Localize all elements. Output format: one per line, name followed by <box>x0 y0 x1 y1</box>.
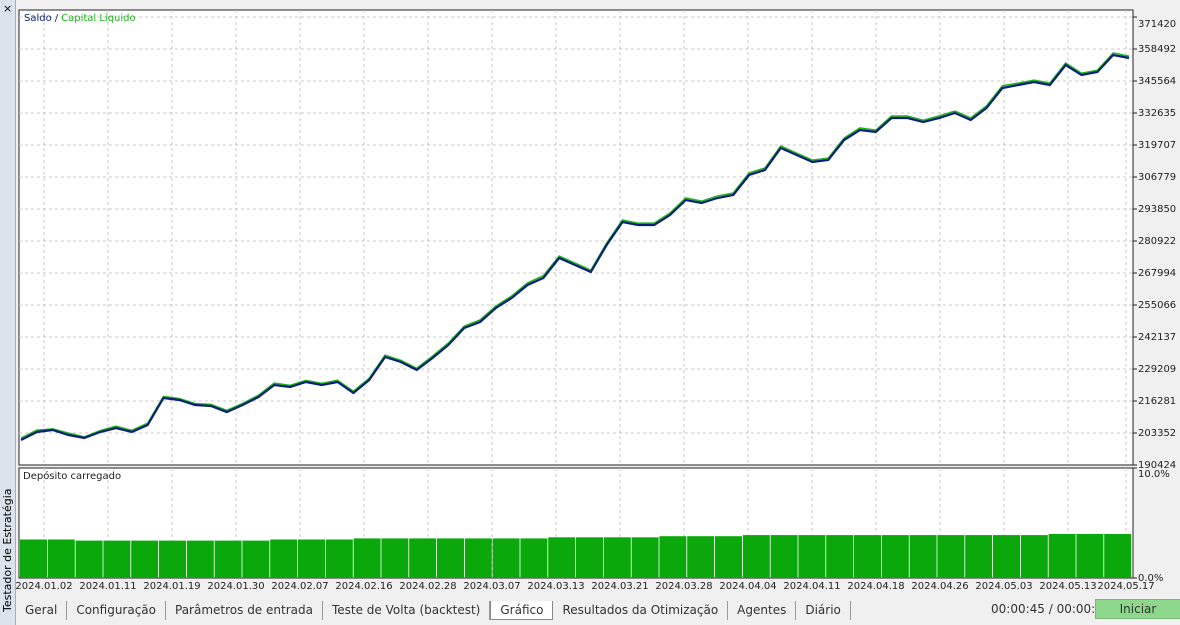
bar <box>325 539 353 578</box>
y-tick-label: 280922 <box>1138 236 1176 247</box>
tab[interactable]: Resultados da Otimização <box>553 601 729 620</box>
x-tick-label: 2024.02.16 <box>335 581 392 592</box>
bar <box>214 540 242 578</box>
start-button[interactable]: Iniciar <box>1095 599 1180 619</box>
sidebar: × Testador de Estratégia <box>0 0 16 625</box>
bar <box>742 535 770 578</box>
x-tick-label: 2024.03.21 <box>591 581 648 592</box>
tab[interactable]: Parâmetros de entrada <box>166 601 323 620</box>
y-tick-label: 0.0% <box>1138 573 1163 584</box>
y-tick-label: 293850 <box>1138 204 1176 215</box>
bar <box>576 537 603 578</box>
panel-title: Depósito carregado <box>23 470 121 482</box>
bar <box>687 536 715 578</box>
bar <box>1076 534 1104 578</box>
bar <box>186 540 214 578</box>
bar <box>20 539 47 578</box>
bar <box>131 540 159 578</box>
legend: Saldo / Capital Líquido <box>24 12 136 24</box>
tabs: Geral Configuração Parâmetros de entrada Te… <box>16 601 851 620</box>
x-tick-label: 2024.01.02 <box>15 581 72 592</box>
legend-entry: Capital Líquido <box>61 12 136 24</box>
y-tick-label: 10.0% <box>1138 469 1170 480</box>
tab[interactable]: Diário <box>796 601 851 620</box>
y-tick-label: 306779 <box>1138 172 1176 183</box>
y-tick-label: 190424 <box>1138 460 1176 471</box>
x-tick-label: 2024.01.30 <box>207 581 264 592</box>
y-tick-label: 332635 <box>1138 108 1176 119</box>
timer: 00:00:45 / 00:00:45 <box>991 602 1111 616</box>
y-tick-label: 229209 <box>1138 364 1176 375</box>
tab-bar: Geral Configuração Parâmetros de entrada Te… <box>16 596 1180 625</box>
bar <box>1104 534 1132 578</box>
bar <box>631 537 659 578</box>
bar <box>826 535 854 578</box>
line-series <box>20 52 1130 439</box>
bar <box>548 537 576 578</box>
y-tick-label: 203352 <box>1138 428 1176 439</box>
bar <box>937 535 965 578</box>
x-tick-label: 2024.04.18 <box>847 581 904 592</box>
x-tick-label: 2024.02.28 <box>399 581 456 592</box>
y-tick-label: 255066 <box>1138 300 1176 311</box>
bar <box>770 535 798 578</box>
tab[interactable]: Teste de Volta (backtest) <box>323 601 491 620</box>
bar <box>242 540 270 578</box>
x-tick-label: 2024.03.13 <box>527 581 584 592</box>
legend-separator: / <box>55 13 59 24</box>
bar <box>1020 535 1048 578</box>
tab[interactable]: Agentes <box>728 601 797 620</box>
bar <box>353 538 381 578</box>
x-tick-label: 2024.04.11 <box>783 581 840 592</box>
close-button[interactable]: × <box>3 2 13 15</box>
bar <box>159 540 186 578</box>
bar <box>47 539 75 578</box>
y-tick-label: 267994 <box>1138 268 1176 279</box>
y-tick-label: 345564 <box>1138 76 1176 87</box>
bar <box>492 538 520 578</box>
bar <box>1048 534 1076 578</box>
x-tick-label: 2024.01.19 <box>143 581 200 592</box>
tab[interactable]: Configuração <box>67 601 166 620</box>
x-tick-label: 2024.05.13 <box>1039 581 1096 592</box>
bar <box>659 536 687 578</box>
x-tick-label: 2024.05.03 <box>975 581 1032 592</box>
x-tick-label: 2024.04.04 <box>719 581 776 592</box>
bar <box>909 535 937 578</box>
bar <box>270 539 298 578</box>
bar <box>715 536 742 578</box>
plot-area <box>18 9 1134 466</box>
bar <box>881 535 909 578</box>
bar <box>520 538 548 578</box>
bar <box>603 537 631 578</box>
chart: 371420 358492 345564 332635 319707 306779 2938… <box>15 9 1176 592</box>
bar <box>437 538 464 578</box>
x-tick-label: 2024.05.17 <box>1097 581 1154 592</box>
tab[interactable]: Gráfico <box>490 601 554 620</box>
x-tick-label: 2024.02.07 <box>271 581 328 592</box>
bar <box>993 535 1020 578</box>
bar <box>965 535 993 578</box>
y-tick-label: 242137 <box>1138 332 1176 343</box>
x-tick-label: 2024.04.26 <box>911 581 968 592</box>
line-series <box>20 53 1130 441</box>
tab[interactable]: Geral <box>16 601 68 620</box>
bar <box>298 539 325 578</box>
bar <box>381 538 409 578</box>
bar <box>103 540 131 578</box>
bar <box>798 535 826 578</box>
y-tick-label: 319707 <box>1138 140 1176 151</box>
bar <box>464 538 492 578</box>
x-tick-label: 2024.03.28 <box>655 581 712 592</box>
y-tick-label: 358492 <box>1138 44 1176 55</box>
legend-entry: Saldo <box>24 13 52 24</box>
x-tick-label: 2024.01.11 <box>79 581 136 592</box>
x-tick-label: 2024.03.07 <box>463 581 520 592</box>
bar <box>854 535 881 578</box>
y-tick-label: 216281 <box>1138 396 1176 407</box>
bar <box>409 538 437 578</box>
y-tick-label: 371420 <box>1138 19 1176 30</box>
bar <box>75 540 103 578</box>
